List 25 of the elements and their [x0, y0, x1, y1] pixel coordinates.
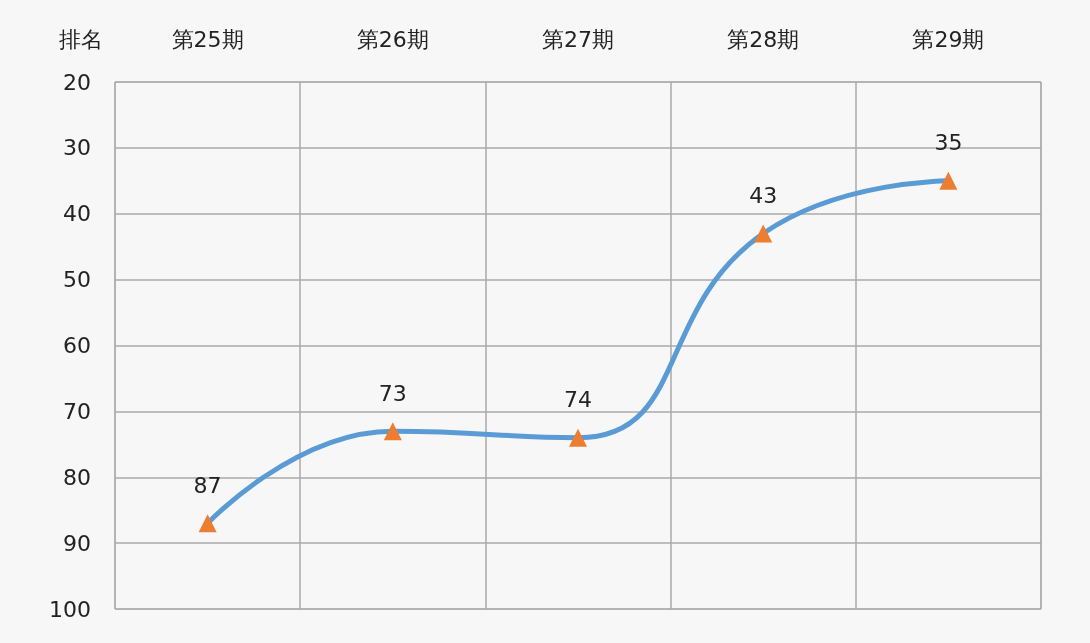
y-tick-label: 80: [63, 464, 91, 490]
data-label: 74: [564, 387, 592, 413]
y-tick-label: 30: [63, 135, 91, 161]
y-tick-label: 100: [49, 596, 91, 622]
y-tick-label: 70: [63, 398, 91, 424]
point: [939, 171, 958, 190]
data-label: 43: [749, 183, 778, 209]
data-label: 87: [193, 472, 222, 498]
y-tick-label: 40: [63, 201, 91, 227]
x-tick-label: 第28期: [727, 26, 800, 52]
data-label: 73: [378, 380, 407, 406]
x-tick-label: 第26期: [356, 26, 429, 52]
x-tick-label: 第25期: [171, 26, 244, 52]
x-tick-label: 第29期: [912, 26, 985, 52]
point: [383, 422, 402, 441]
y-tick-label: 50: [63, 267, 91, 293]
point: [569, 428, 587, 447]
data-label: 35: [934, 130, 963, 156]
y-tick-label: 20: [63, 69, 91, 95]
point: [198, 514, 217, 533]
x-tick-label: 第27期: [542, 26, 614, 52]
point: [754, 224, 773, 243]
y-tick-label: 60: [63, 333, 91, 358]
y-tick-label: 90: [63, 530, 91, 556]
y-axis-title: 排名: [59, 26, 103, 52]
